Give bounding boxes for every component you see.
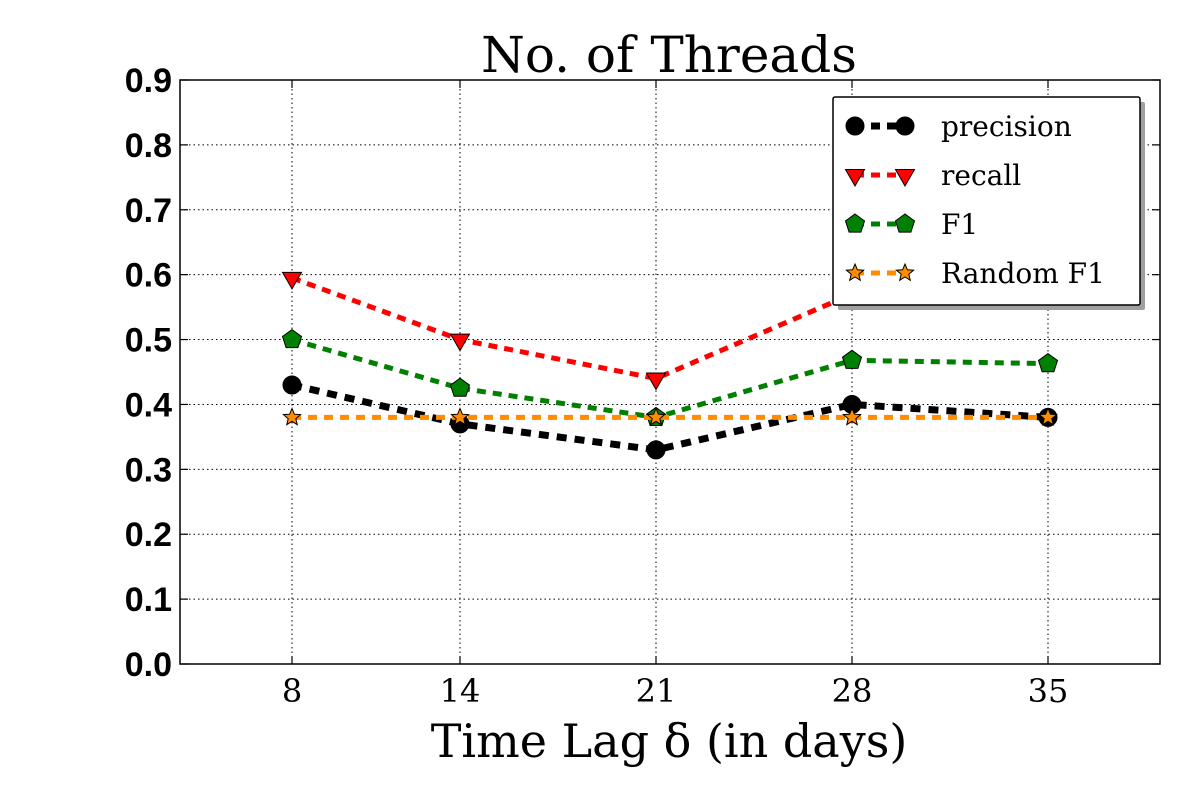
series-line bbox=[291, 381, 1049, 454]
legend-marker bbox=[845, 116, 865, 136]
y-tick-label: 0.4 bbox=[125, 386, 172, 424]
y-tick-label: 0.8 bbox=[125, 127, 172, 165]
data-point bbox=[646, 440, 666, 460]
data-point bbox=[646, 407, 666, 426]
legend-label: precision bbox=[941, 110, 1072, 143]
data-point bbox=[449, 333, 471, 352]
legend-marker bbox=[895, 262, 915, 282]
data-point bbox=[449, 377, 471, 397]
series-lines bbox=[281, 271, 1059, 460]
data-point bbox=[842, 407, 862, 426]
legend-label: Random F1 bbox=[941, 257, 1105, 290]
x-tick-label: 28 bbox=[832, 672, 873, 710]
legend-label: recall bbox=[941, 159, 1021, 192]
legend: precision recall F1 Random F1 bbox=[832, 96, 1145, 310]
plot-area bbox=[179, 79, 1161, 665]
y-tick-label: 0.0 bbox=[125, 646, 172, 684]
series-recall bbox=[281, 271, 863, 391]
legend-marker bbox=[895, 116, 915, 136]
x-axis-ticks: 8 14 21 28 35 bbox=[282, 80, 1069, 710]
legend-marker bbox=[845, 262, 865, 282]
data-point bbox=[1037, 352, 1059, 373]
series-random-f1 bbox=[282, 407, 1058, 426]
series-line bbox=[291, 337, 1049, 420]
chart-title: No. of Threads bbox=[481, 26, 857, 84]
y-tick-label: 0.9 bbox=[125, 62, 172, 100]
y-tick-label: 0.3 bbox=[125, 451, 172, 489]
legend-box bbox=[832, 96, 1141, 306]
x-tick-label: 35 bbox=[1028, 672, 1069, 710]
data-point bbox=[1038, 407, 1058, 426]
y-tick-label: 0.5 bbox=[125, 322, 172, 360]
legend-marker bbox=[894, 169, 916, 188]
data-point bbox=[282, 407, 302, 426]
x-tick-label: 14 bbox=[440, 672, 481, 710]
data-point bbox=[645, 372, 667, 391]
x-tick-label: 8 bbox=[282, 672, 302, 710]
legend-marker bbox=[844, 213, 866, 233]
y-axis-ticks: 0.0 0.1 0.2 0.3 0.4 0.5 0.6 0.7 0.8 0.9 bbox=[125, 62, 1160, 684]
data-point bbox=[281, 328, 303, 349]
legend-marker bbox=[844, 169, 866, 188]
legend-label: F1 bbox=[941, 208, 978, 241]
grid-lines bbox=[180, 80, 1160, 664]
data-point bbox=[282, 375, 302, 395]
data-point bbox=[281, 271, 303, 290]
x-axis-label: Time Lag δ (in days) bbox=[431, 714, 908, 768]
y-tick-label: 0.7 bbox=[125, 192, 172, 230]
y-tick-label: 0.6 bbox=[125, 257, 172, 295]
data-point bbox=[450, 407, 470, 426]
x-tick-label: 21 bbox=[636, 672, 677, 710]
data-point bbox=[841, 349, 863, 369]
y-tick-label: 0.2 bbox=[125, 516, 172, 554]
legend-marker bbox=[894, 213, 916, 233]
series-line bbox=[291, 275, 853, 382]
y-tick-label: 0.1 bbox=[125, 581, 172, 619]
